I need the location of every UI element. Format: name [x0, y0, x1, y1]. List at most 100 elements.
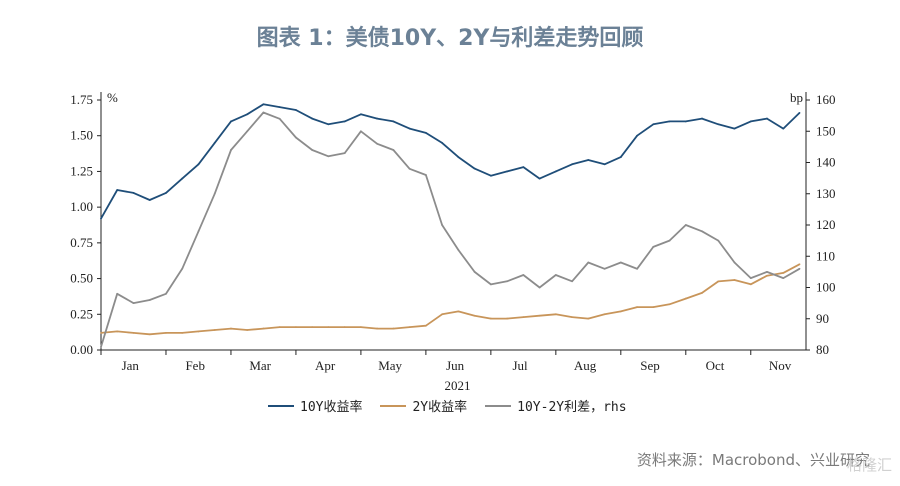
series-1-point	[360, 326, 362, 329]
series-2-point	[538, 286, 541, 289]
series-1-point	[652, 306, 655, 309]
series-line-1	[100, 263, 800, 336]
series-2-point	[457, 249, 460, 251]
chart-axes: 0.00 0.25 0.50 0.75 1.00 1.25 1.50 1.75 80 90 100 1…	[70, 90, 835, 393]
series-0-point	[230, 120, 232, 123]
legend-item-spread: 10Y-2Y利差，rhs	[485, 396, 627, 415]
left-tick-label: 1.50	[70, 128, 93, 143]
series-1-point	[554, 313, 557, 316]
series-1-point	[668, 303, 671, 306]
left-tick-label: 0.50	[70, 271, 93, 286]
legend-item-10y: 10Y收益率	[268, 396, 362, 415]
series-0-point	[295, 109, 297, 111]
series-0-point	[506, 170, 509, 173]
series-2-point	[619, 261, 622, 264]
series-2-point	[116, 292, 119, 295]
series-1-point	[782, 271, 785, 274]
series-2-point	[473, 270, 476, 273]
x-tick-label: Oct	[706, 358, 725, 373]
series-2-point	[766, 270, 768, 273]
right-tick-label: 150	[816, 123, 836, 138]
series-2-point	[441, 224, 444, 226]
series-1-point	[343, 326, 346, 329]
series-2-point	[652, 245, 655, 248]
series-2-point	[684, 224, 687, 226]
series-1-point	[701, 291, 703, 294]
series-1-point	[262, 327, 265, 330]
series-1-point	[392, 327, 395, 330]
x-tick-label: Apr	[315, 358, 336, 373]
series-2-point	[701, 230, 703, 233]
series-2-point	[603, 267, 606, 270]
series-2-point	[489, 283, 492, 286]
x-tick-label: Feb	[185, 358, 205, 373]
series-1-point	[441, 313, 444, 316]
series-1-point	[148, 333, 151, 336]
left-unit-label: %	[107, 90, 118, 105]
legend-label-spread: 10Y-2Y利差，rhs	[517, 400, 627, 415]
x-tick-label: Jan	[122, 358, 140, 373]
series-1-point	[603, 313, 606, 316]
series-0-point	[311, 117, 314, 120]
series-0-point	[522, 166, 525, 169]
right-tick-label: 140	[816, 155, 836, 170]
series-0-point	[100, 217, 102, 220]
right-tick-label: 160	[816, 92, 836, 107]
series-0-point	[473, 167, 476, 170]
series-2-point	[100, 345, 102, 348]
series-2-point	[295, 136, 297, 139]
x-axis-label: 2021	[445, 378, 471, 393]
series-0-point	[798, 111, 801, 114]
series-0-point	[538, 177, 541, 180]
series-1-point	[327, 326, 330, 329]
series-2-point	[278, 117, 281, 120]
right-tick-label: 110	[816, 248, 835, 263]
series-0-point	[749, 120, 752, 123]
series-0-point	[165, 191, 167, 194]
series-2-point	[230, 149, 232, 151]
series-0-point	[343, 120, 346, 123]
series-2-point	[376, 142, 379, 145]
series-0-point	[424, 131, 427, 134]
series-0-point	[213, 141, 216, 144]
series-0-point	[408, 127, 411, 130]
series-1-point	[230, 327, 232, 330]
series-2-point	[165, 292, 167, 295]
legend-label-10y: 10Y收益率	[300, 400, 363, 415]
series-1-point	[636, 306, 638, 309]
series-1-point	[538, 314, 541, 317]
series-2-point	[311, 149, 314, 151]
right-tick-label: 80	[816, 342, 829, 357]
series-2-point	[424, 174, 427, 176]
series-0-point	[782, 127, 785, 130]
series-1-point	[424, 324, 427, 327]
series-2-point	[733, 261, 736, 264]
series-0-point	[246, 113, 249, 116]
series-1-point	[197, 330, 200, 333]
series-1-point	[684, 297, 687, 300]
series-1-point	[733, 279, 736, 281]
series-0-point	[360, 113, 362, 116]
left-tick-label: 0.75	[70, 235, 93, 250]
series-2-point	[132, 302, 135, 305]
series-1-point	[587, 317, 590, 320]
x-tick-label: Jul	[513, 358, 529, 373]
chart-series	[100, 103, 801, 348]
series-0-point	[766, 117, 768, 120]
left-tick-label: 1.00	[70, 199, 93, 214]
series-0-point	[262, 103, 265, 106]
left-tick-label: 1.25	[70, 163, 93, 178]
series-1-point	[376, 327, 379, 330]
series-2-point	[571, 280, 573, 283]
series-1-point	[571, 316, 573, 319]
series-0-point	[441, 141, 444, 144]
series-2-point	[587, 261, 590, 264]
series-1-point	[181, 331, 184, 334]
series-0-point	[554, 170, 557, 173]
series-0-point	[652, 123, 655, 126]
series-1-point	[246, 329, 249, 331]
left-tick-label: 1.75	[70, 92, 93, 107]
series-0-point	[181, 177, 184, 180]
legend-item-2y: 2Y收益率	[380, 396, 467, 415]
series-2-point	[749, 277, 752, 280]
